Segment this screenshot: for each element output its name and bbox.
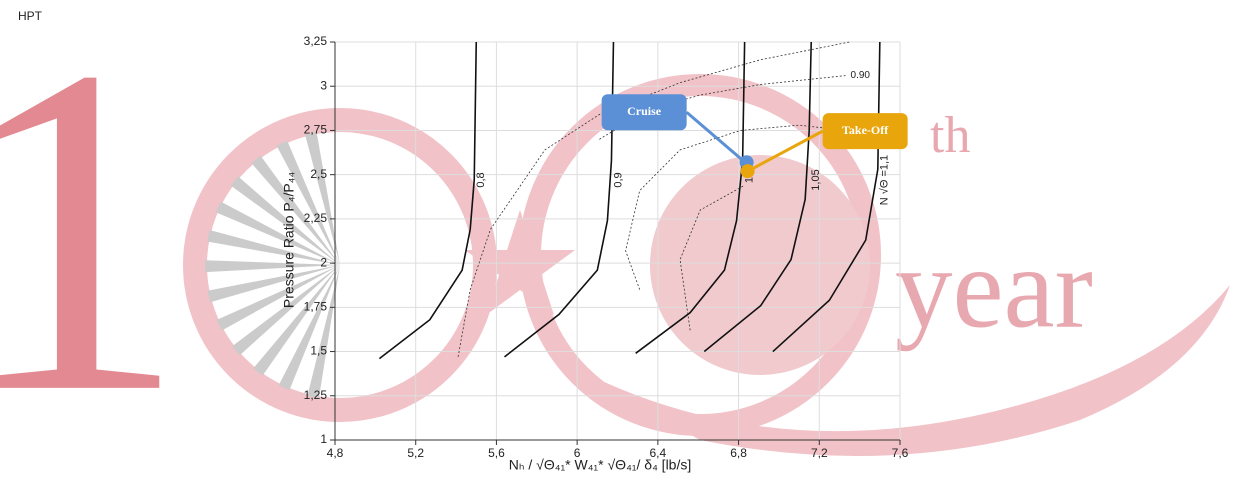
x-tick-label: 7,2 [811,446,828,460]
y-tick-label: 3,25 [304,34,328,48]
x-tick-label: 4,8 [327,446,344,460]
x-tick-label: 6,8 [730,446,747,460]
speed-label: 0,9 [612,172,624,187]
y-tick-label: 1,5 [310,344,327,358]
x-tick-label: 5,6 [488,446,505,460]
y-tick-label: 2,25 [304,211,328,225]
y-tick-label: 3 [320,78,327,92]
watermark-digit: 1 [0,0,188,482]
y-axis-label: Pressure Ratio P₄/P₄₄ [281,172,297,308]
y-tick-label: 1,25 [304,388,328,402]
watermark: 1 th year [0,0,1230,482]
x-tick-label: 7,6 [892,446,909,460]
callout-label: Take-Off [842,123,889,137]
callout-label: Cruise [627,104,662,118]
speed-label: 1,05 [810,169,822,190]
y-tick-label: 2 [320,255,327,269]
x-tick-label: 6,4 [650,446,667,460]
y-tick-label: 2,5 [310,167,327,181]
y-tick-label: 2,75 [304,123,328,137]
chart-title: HPT [18,9,43,23]
callout-arrow [687,112,743,160]
operating-point [741,164,755,178]
contour-label: 0.90 [851,70,871,81]
watermark-word: year [895,224,1093,351]
x-tick-label: 5,2 [407,446,424,460]
spoke [217,265,340,330]
speed-label: 0,8 [475,172,487,187]
y-tick-label: 1 [320,432,327,446]
y-tick-label: 1,75 [304,300,328,314]
chart: 1 th year HPT Nₕ / √Θ₄₁* W₄₁* √Θ₄₁/ δ₄ [… [0,0,1239,482]
watermark-head [650,155,870,375]
x-tick-label: 6 [574,446,581,460]
watermark-suffix: th [930,107,970,164]
speed-label: N √Θ =1,1 [879,155,891,205]
speed-line [505,42,614,357]
